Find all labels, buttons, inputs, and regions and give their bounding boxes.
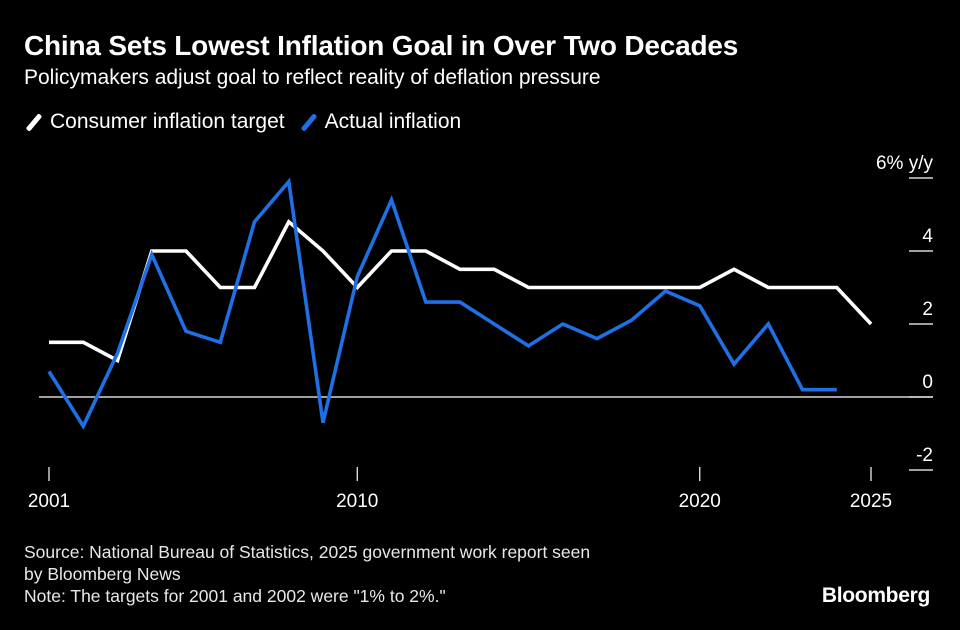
bloomberg-logo: Bloomberg xyxy=(821,584,930,607)
x-tick-label: 2020 xyxy=(679,491,721,512)
chart-legend: Consumer inflation target Actual inflati… xyxy=(24,110,475,134)
legend-item-target: Consumer inflation target xyxy=(24,110,285,134)
y-tick-label: 4 xyxy=(922,226,933,247)
chart-subtitle: Policymakers adjust goal to reflect real… xyxy=(24,66,601,89)
source-line-1: Source: National Bureau of Statistics, 2… xyxy=(24,542,591,562)
y-tick-label: 6% y/y xyxy=(876,153,934,174)
chart-title: China Sets Lowest Inflation Goal in Over… xyxy=(24,30,739,61)
y-tick-label: 0 xyxy=(922,372,933,393)
x-tick-label: 2010 xyxy=(336,491,378,512)
legend-label-actual: Actual inflation xyxy=(324,110,462,133)
footnote: Note: The targets for 2001 and 2002 were… xyxy=(24,586,446,606)
y-tick-label: -2 xyxy=(916,445,933,466)
chart-footer: Source: National Bureau of Statistics, 2… xyxy=(24,541,590,607)
y-tick-label: 2 xyxy=(922,299,933,320)
x-tick-label: 2025 xyxy=(850,491,892,512)
legend-label-target: Consumer inflation target xyxy=(50,110,285,133)
legend-item-actual: Actual inflation xyxy=(299,110,462,134)
x-tick-label: 2001 xyxy=(28,491,70,512)
actual-series-line xyxy=(47,177,837,430)
target-series-line xyxy=(49,218,873,364)
source-line-2: by Bloomberg News xyxy=(24,564,181,584)
